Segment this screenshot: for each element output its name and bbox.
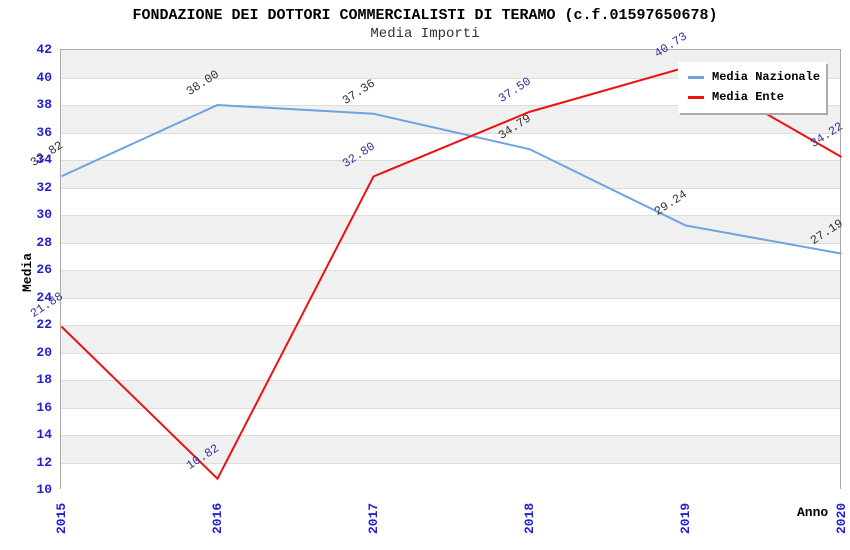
legend: Media Nazionale Media Ente [678,62,826,113]
y-tick-label: 38 [36,97,52,112]
y-tick-label: 18 [36,372,52,387]
y-tick-label: 24 [36,289,52,305]
y-tick-label: 34 [36,152,52,167]
gridline [61,352,840,354]
x-tick-label: 2018 [521,502,537,534]
legend-item-media-ente: Media Ente [688,87,826,107]
y-tick-label: 30 [36,207,52,222]
y-tick-label: 40 [36,69,52,85]
y-tick-label: 16 [36,399,52,415]
gridline [61,132,840,134]
x-tick-label: 2016 [209,502,225,534]
y-tick-label: 10 [36,482,52,497]
y-tick-label: 42 [36,42,52,57]
legend-label: Media Nazionale [712,70,821,84]
gridline [61,187,840,189]
y-tick-label: 32 [36,179,52,195]
x-axis-title: Anno [797,505,829,520]
x-tick-label: 2015 [53,502,69,534]
chart-title: FONDAZIONE DEI DOTTORI COMMERCIALISTI DI… [132,7,718,24]
gridline [61,435,840,436]
blue-line-swatch-icon [688,75,704,79]
series-line-1 [60,66,842,481]
x-tick-label: 2017 [365,502,381,534]
x-tick-label: 2019 [677,502,693,534]
y-tick-label: 12 [36,454,52,470]
y-tick-label: 14 [36,427,52,442]
y-tick-label: 26 [36,262,52,277]
gridline [61,407,840,409]
gridline [61,160,840,161]
y-tick-label: 28 [36,234,52,250]
gridline [61,105,840,106]
series-line-0 [61,103,842,255]
series-lines [60,66,842,481]
legend-item-media-nazionale: Media Nazionale [688,67,826,87]
gridline [61,270,840,271]
y-tick-label: 22 [36,317,52,332]
gridline [61,297,840,299]
gridline [61,380,840,381]
legend-label: Media Ente [712,90,785,104]
plot-area: 32.82 38.00 37.36 34.79 29.24 27.19 21.88 10.82… [27,30,845,490]
y-tick-label: 20 [36,344,52,360]
x-tick-label: 2020 [833,502,849,534]
gridline [61,242,840,244]
red-line-swatch-icon [688,95,704,99]
gridline [61,462,840,464]
y-tick-label: 36 [36,124,52,140]
gridline [61,325,840,326]
chart-subtitle: Media Importi [370,26,480,42]
gridline [61,77,840,79]
gridline [61,215,840,216]
